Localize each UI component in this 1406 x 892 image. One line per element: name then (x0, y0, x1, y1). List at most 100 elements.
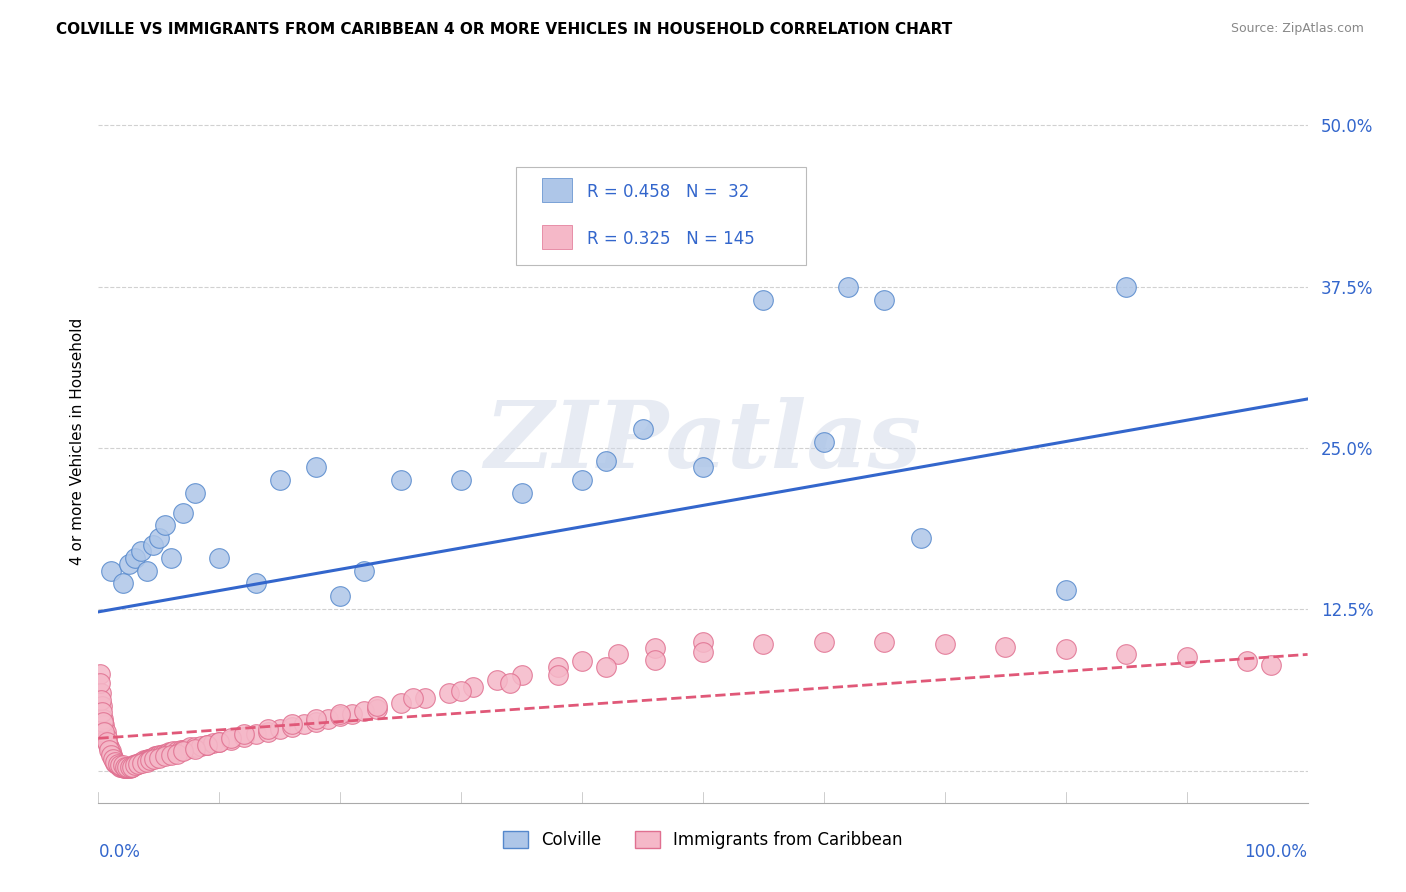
Point (245, 576, 267, 591)
Point (118, 761, 141, 775)
Point (155, 747, 177, 761)
Point (353, 704, 375, 718)
FancyBboxPatch shape (543, 225, 572, 249)
Point (111, 758, 134, 772)
Point (153, 749, 176, 764)
Point (329, 709, 352, 723)
Point (124, 758, 146, 772)
Point (135, 564, 157, 578)
Point (125, 757, 148, 772)
Text: R = 0.325   N = 145: R = 0.325 N = 145 (586, 230, 755, 248)
FancyBboxPatch shape (543, 178, 572, 202)
Point (1115, 648, 1137, 662)
Point (100, 564, 122, 578)
Point (141, 750, 163, 764)
Point (221, 731, 243, 746)
Point (134, 753, 156, 767)
Point (131, 755, 153, 769)
Point (595, 660, 617, 674)
Y-axis label: 4 or more Vehicles in Household: 4 or more Vehicles in Household (69, 318, 84, 566)
Point (202, 736, 225, 750)
Point (152, 747, 174, 761)
Point (166, 747, 188, 761)
Point (179, 740, 201, 755)
Point (232, 730, 254, 744)
Point (118, 761, 141, 775)
Point (353, 564, 375, 578)
Point (172, 743, 194, 757)
Point (148, 747, 170, 762)
Point (107, 758, 129, 772)
Point (208, 735, 231, 749)
Point (148, 750, 170, 764)
Point (172, 744, 194, 758)
Point (329, 706, 352, 721)
Text: 0.0%: 0.0% (98, 843, 141, 861)
Point (91, 699, 114, 714)
Point (135, 755, 157, 769)
Point (146, 749, 169, 764)
Point (139, 753, 162, 767)
Point (934, 637, 956, 651)
Point (631, 422, 654, 436)
Point (127, 757, 149, 772)
Point (127, 757, 149, 772)
Point (245, 727, 267, 741)
FancyBboxPatch shape (516, 167, 806, 265)
Point (124, 550, 146, 565)
Point (108, 760, 131, 774)
Point (547, 660, 569, 674)
Point (114, 761, 136, 775)
Text: 100.0%: 100.0% (1244, 843, 1308, 861)
Point (100, 747, 122, 762)
Point (692, 634, 714, 648)
Point (98, 740, 121, 755)
Point (269, 723, 291, 737)
Point (100, 747, 122, 762)
Point (105, 757, 128, 772)
Point (128, 756, 150, 770)
Point (127, 757, 149, 772)
Text: Source: ZipAtlas.com: Source: ZipAtlas.com (1230, 22, 1364, 36)
Point (486, 673, 509, 688)
Point (366, 699, 388, 714)
Point (571, 654, 593, 668)
Point (143, 750, 166, 764)
Point (195, 738, 218, 752)
Point (1054, 582, 1077, 597)
Point (118, 557, 141, 571)
Point (232, 727, 254, 741)
Point (813, 434, 835, 449)
Point (120, 760, 142, 774)
Point (281, 720, 304, 734)
Point (910, 531, 932, 545)
Point (101, 752, 124, 766)
Point (510, 486, 533, 500)
Point (157, 746, 180, 760)
Point (437, 686, 460, 700)
Point (195, 738, 218, 752)
Point (644, 640, 666, 655)
Point (269, 473, 291, 487)
Point (104, 756, 127, 770)
Point (837, 279, 859, 293)
Point (172, 506, 194, 520)
Point (160, 550, 183, 565)
Point (129, 544, 152, 558)
Point (124, 758, 146, 772)
Point (413, 691, 436, 706)
Point (118, 760, 141, 774)
Point (89, 675, 111, 690)
Point (121, 760, 143, 774)
Point (873, 293, 896, 307)
Point (142, 538, 165, 552)
Point (162, 744, 184, 758)
Point (91, 714, 114, 729)
Point (90, 686, 112, 700)
Point (305, 460, 328, 475)
Point (111, 576, 134, 591)
Point (547, 668, 569, 682)
Point (97, 738, 120, 752)
Point (281, 717, 304, 731)
Point (1054, 642, 1077, 657)
